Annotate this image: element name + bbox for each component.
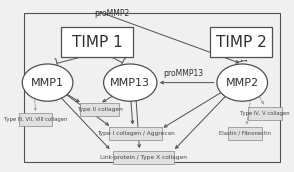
Text: TIMP 1: TIMP 1 (71, 35, 122, 50)
FancyBboxPatch shape (61, 27, 133, 57)
Text: proMMP2: proMMP2 (94, 9, 129, 18)
Text: Type III, VII, VIII collagen: Type III, VII, VIII collagen (4, 117, 67, 122)
Text: Elastin / Fibronectin: Elastin / Fibronectin (219, 131, 271, 136)
Text: Type I collagen / Aggrecan: Type I collagen / Aggrecan (97, 131, 174, 136)
Ellipse shape (103, 64, 157, 101)
FancyBboxPatch shape (228, 127, 262, 140)
FancyBboxPatch shape (210, 27, 272, 57)
Ellipse shape (217, 64, 268, 101)
Text: MMP1: MMP1 (31, 78, 64, 88)
Text: proMMP13: proMMP13 (163, 68, 204, 78)
Text: TIMP 2: TIMP 2 (216, 35, 266, 50)
Text: Type II collagen: Type II collagen (77, 107, 123, 112)
FancyBboxPatch shape (113, 151, 174, 164)
FancyBboxPatch shape (19, 113, 52, 126)
Text: MMP13: MMP13 (110, 78, 150, 88)
Text: MMP2: MMP2 (226, 78, 259, 88)
Text: Type IV, V collagen: Type IV, V collagen (240, 111, 290, 116)
FancyBboxPatch shape (80, 103, 119, 116)
Text: Link-protein / Type X collagen: Link-protein / Type X collagen (100, 155, 187, 160)
FancyBboxPatch shape (248, 107, 282, 120)
FancyBboxPatch shape (109, 127, 162, 140)
Ellipse shape (22, 64, 73, 101)
